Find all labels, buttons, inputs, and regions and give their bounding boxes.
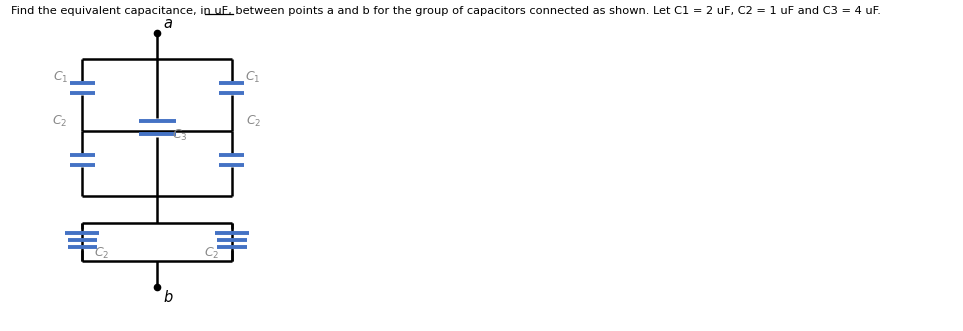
Text: Find the equivalent capacitance, in uF, between points a and b for the group of : Find the equivalent capacitance, in uF, … [11, 6, 881, 16]
Text: $C_2$: $C_2$ [94, 246, 110, 260]
Text: $C_2$: $C_2$ [52, 114, 67, 128]
Text: $C_2$: $C_2$ [204, 246, 220, 260]
Text: $C_2$: $C_2$ [247, 114, 262, 128]
Text: $C_3$: $C_3$ [172, 128, 188, 143]
Text: $C_1$: $C_1$ [246, 70, 261, 85]
Text: $C_1$: $C_1$ [53, 70, 68, 85]
Text: $b$: $b$ [163, 289, 173, 305]
Text: $a$: $a$ [163, 17, 173, 31]
